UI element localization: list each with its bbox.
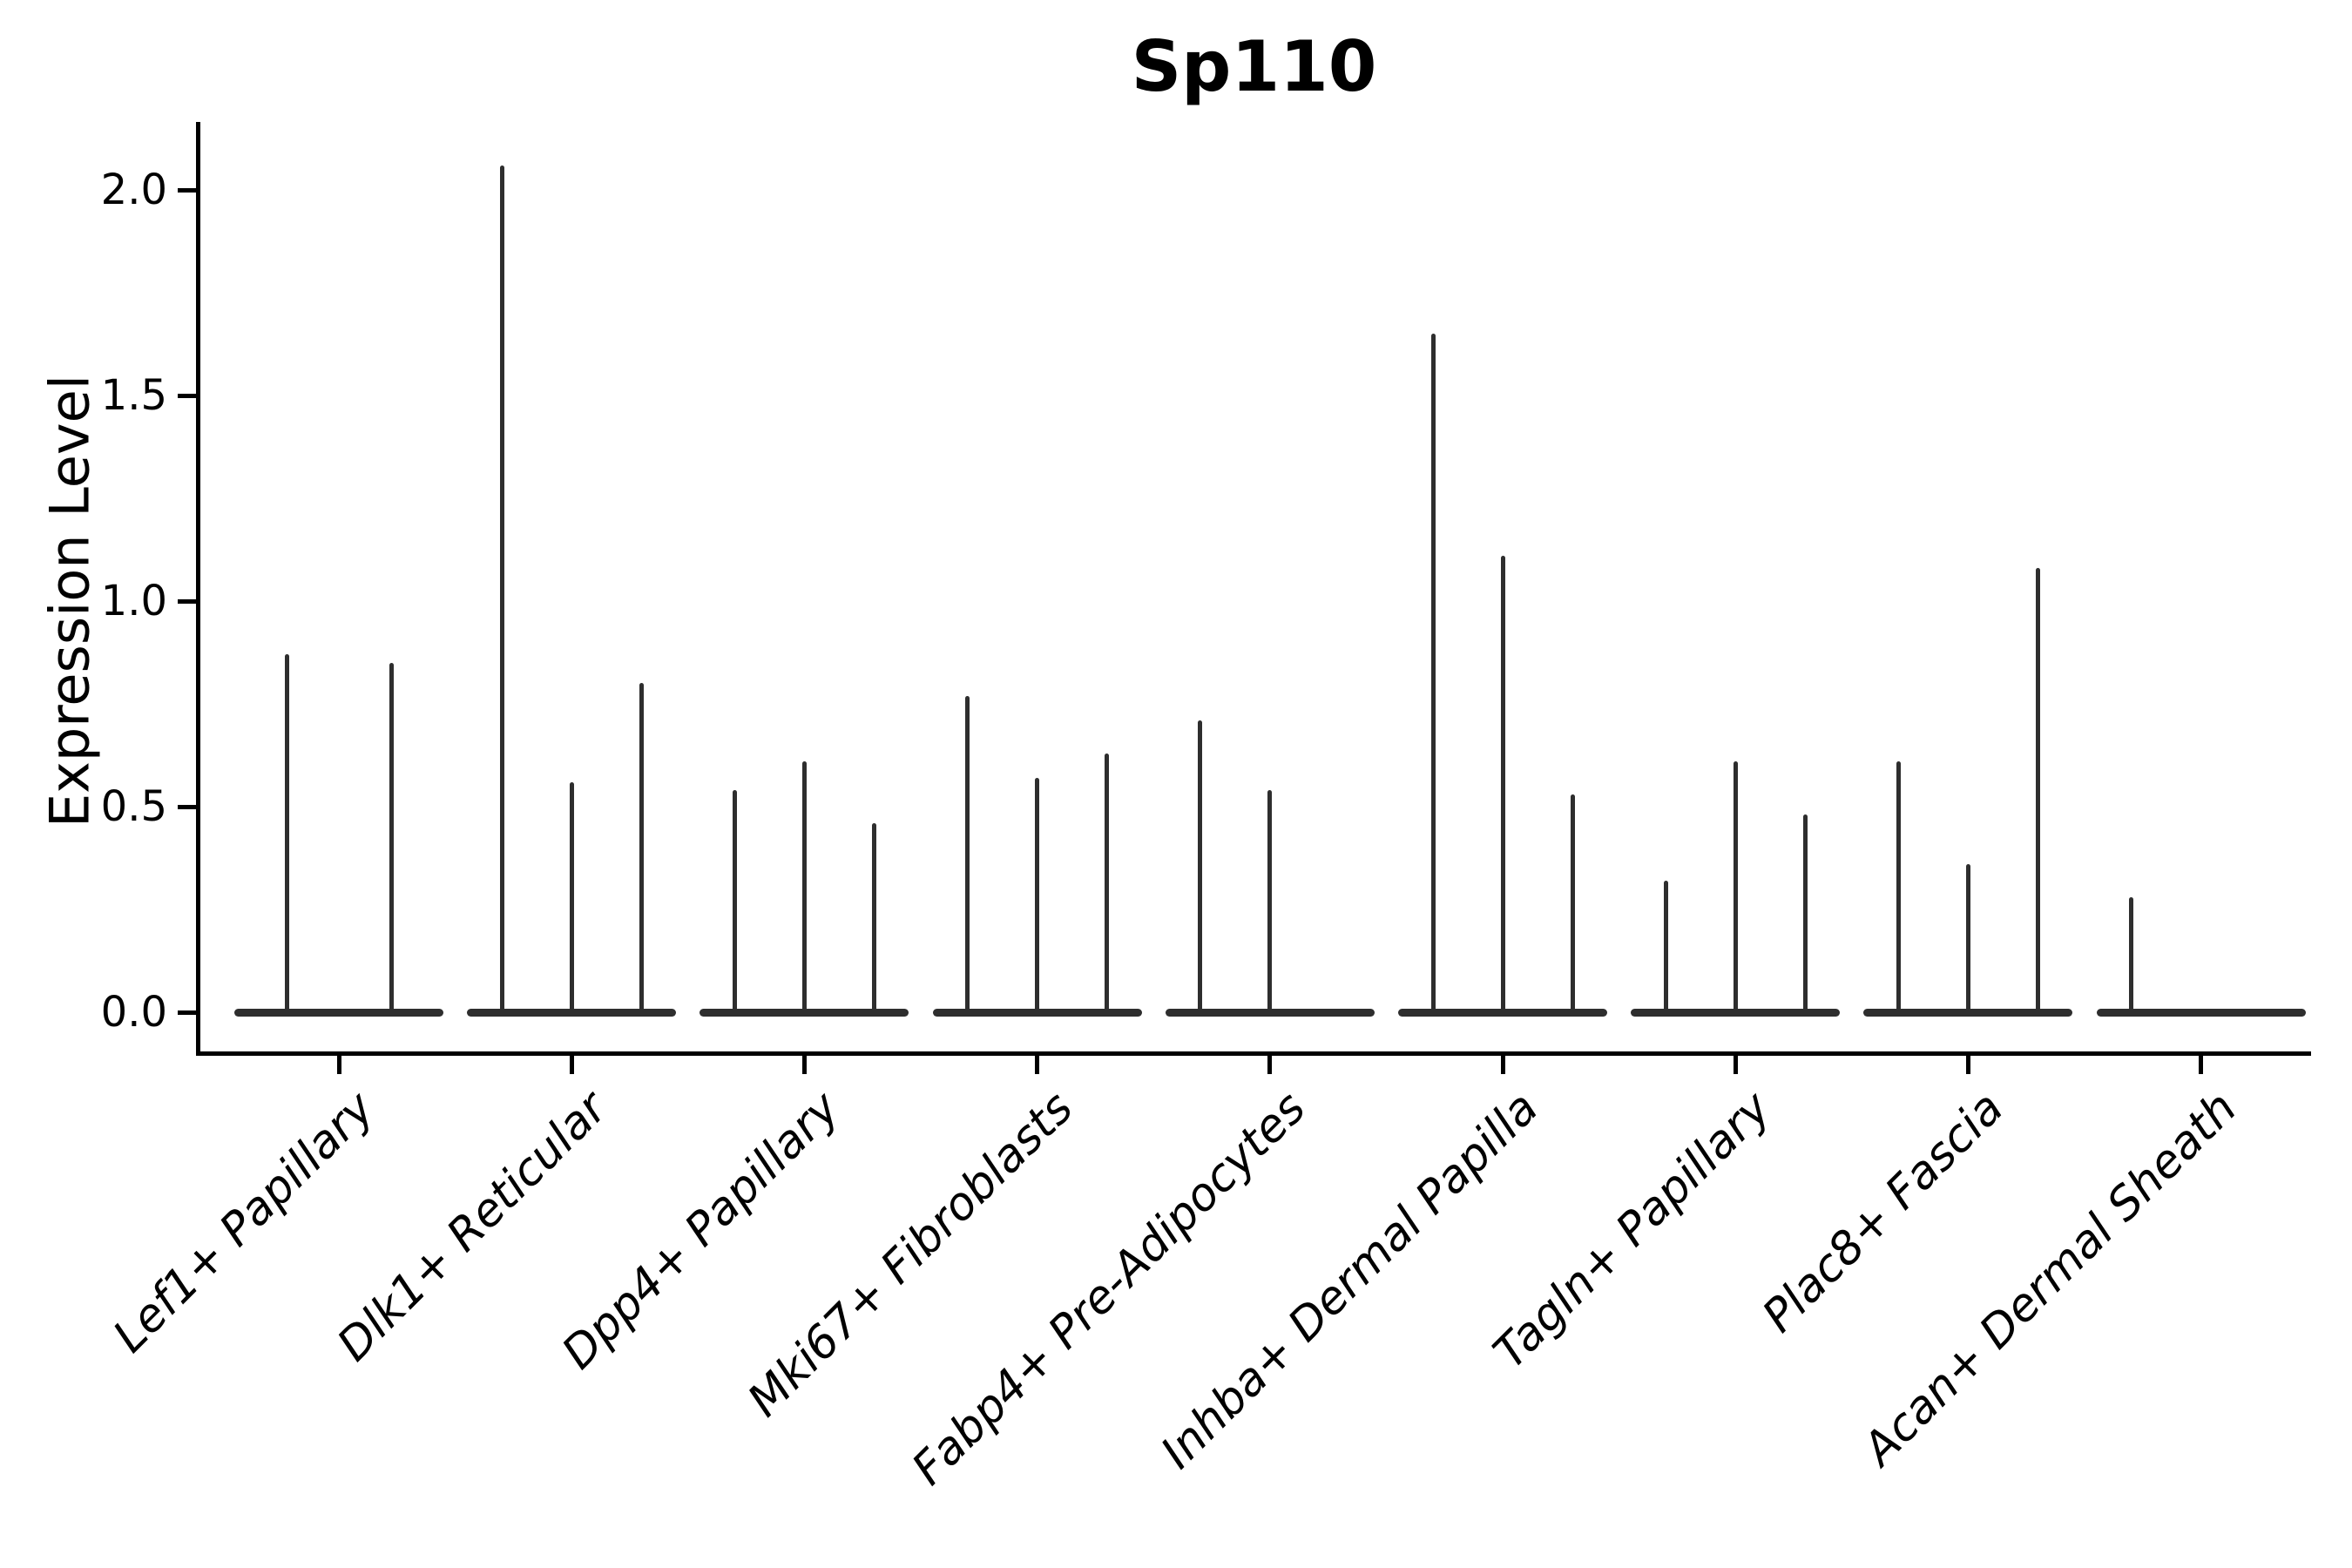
x-tick-mark bbox=[1267, 1055, 1273, 1074]
violin-base bbox=[1863, 1008, 2073, 1017]
x-tick-mark bbox=[336, 1055, 341, 1074]
violin-spike bbox=[569, 781, 574, 1012]
x-axis-spine bbox=[196, 1051, 2311, 1056]
x-tick-mark bbox=[1965, 1055, 1970, 1074]
violin-base bbox=[2096, 1008, 2306, 1017]
violin-spike bbox=[1965, 864, 1970, 1012]
violin-base bbox=[932, 1008, 1142, 1017]
violin-spike bbox=[389, 662, 394, 1012]
violin-base bbox=[234, 1008, 443, 1017]
violin-spike bbox=[2035, 568, 2040, 1012]
violin-spike bbox=[1663, 880, 1668, 1012]
violin-base bbox=[1631, 1008, 1841, 1017]
x-tick-label: Fabp4+ Pre-Adipocytes bbox=[902, 1082, 1316, 1496]
violin-spike bbox=[284, 654, 289, 1012]
x-tick-mark bbox=[801, 1055, 807, 1074]
violin-spike bbox=[732, 790, 737, 1012]
violin-spike bbox=[965, 695, 970, 1012]
y-tick-mark bbox=[178, 598, 197, 604]
y-tick-mark bbox=[178, 187, 197, 193]
x-tick-mark bbox=[1035, 1055, 1040, 1074]
y-tick-label: 2.0 bbox=[100, 166, 167, 214]
violin-spike bbox=[1802, 814, 1808, 1012]
x-tick-mark bbox=[2199, 1055, 2204, 1074]
violin-spike bbox=[1500, 556, 1505, 1012]
violin-spike bbox=[1896, 761, 1901, 1012]
y-tick-mark bbox=[178, 804, 197, 809]
violin-spike bbox=[2129, 896, 2134, 1012]
x-tick-label: Acan+ Dermal Sheath bbox=[1853, 1082, 2247, 1476]
violin-base bbox=[700, 1008, 909, 1017]
violin-spike bbox=[1267, 790, 1273, 1012]
x-tick-mark bbox=[1733, 1055, 1738, 1074]
x-tick-label: Inhba+ Dermal Papilla bbox=[1151, 1082, 1549, 1479]
violin-spike bbox=[1570, 794, 1575, 1012]
y-tick-mark bbox=[178, 1010, 197, 1015]
x-tick-mark bbox=[1500, 1055, 1505, 1074]
y-axis-label: Expression Level bbox=[37, 375, 102, 828]
violin-spike bbox=[639, 683, 644, 1012]
violin-spike bbox=[871, 822, 876, 1012]
violin-spike bbox=[1035, 777, 1040, 1012]
violin-base bbox=[1398, 1008, 1607, 1017]
x-tick-label-anchor: Acan+ Dermal Sheath bbox=[1853, 1082, 2352, 1476]
y-axis-spine bbox=[196, 122, 200, 1056]
y-tick-label: 0.0 bbox=[100, 988, 167, 1037]
y-tick-label: 1.0 bbox=[100, 577, 167, 625]
y-tick-label: 0.5 bbox=[100, 782, 167, 831]
violin-spike bbox=[1430, 334, 1436, 1012]
violin-spike bbox=[1105, 753, 1110, 1012]
violin-spike bbox=[1733, 761, 1738, 1012]
chart-title: Sp110 bbox=[1131, 26, 1377, 107]
violin-spike bbox=[801, 761, 807, 1012]
violin-spike bbox=[499, 165, 504, 1012]
violin-base bbox=[467, 1008, 677, 1017]
y-tick-label: 1.5 bbox=[100, 371, 167, 420]
y-tick-mark bbox=[178, 393, 197, 398]
violin-spike bbox=[1198, 720, 1203, 1012]
x-tick-mark bbox=[569, 1055, 574, 1074]
violin-base bbox=[1165, 1008, 1375, 1017]
